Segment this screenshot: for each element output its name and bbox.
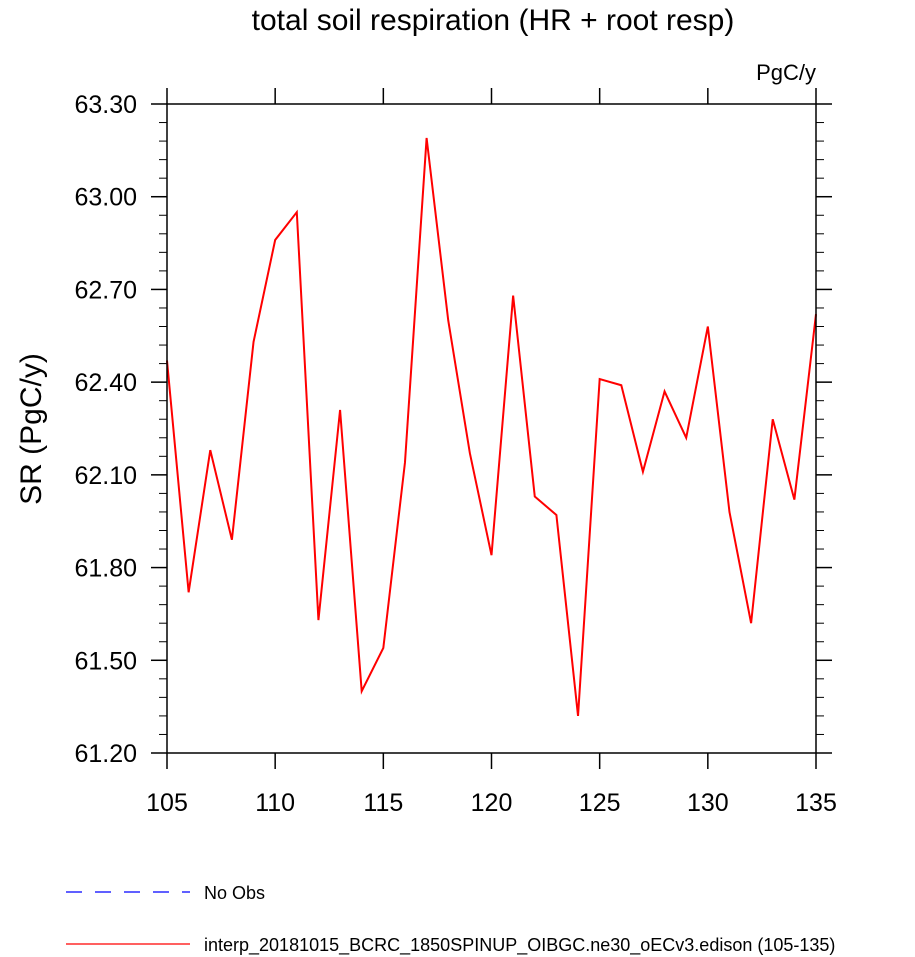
legend-label-0: No Obs [204,883,265,903]
legend: No Obs interp_20181015_BCRC_1850SPINUP_OI… [66,883,835,956]
x-tick-label: 130 [687,789,729,817]
chart-title: total soil respiration (HR + root resp) [252,4,735,37]
x-tick-label: 125 [579,789,621,817]
y-tick-label: 61.80 [74,555,137,583]
series-line-1 [166,137,817,717]
y-tick-label: 62.70 [74,276,137,304]
x-tick-label: 135 [795,789,837,817]
y-axis-label: SR (PgC/y) [15,353,48,505]
x-tick-label: 115 [363,789,403,817]
x-tick-label: 120 [471,789,513,817]
axis-ticks: 61.20 61.50 61.80 62.10 62.40 62.70 63.00 63.30… [74,88,837,817]
legend-label-1: interp_20181015_BCRC_1850SPINUP_OIBGC.ne… [204,935,835,956]
x-tick-label: 105 [146,789,188,817]
y-tick-label: 61.20 [74,740,137,768]
series-layer [166,137,817,717]
plot-frame [166,103,817,754]
y-tick-label: 62.10 [74,462,137,490]
y-tick-label: 62.40 [74,369,137,397]
y-tick-label: 63.30 [74,91,137,119]
y-tick-label: 63.00 [74,184,137,212]
y-tick-label: 61.50 [74,647,137,675]
units-label: PgC/y [756,60,816,85]
x-tick-label: 110 [255,789,295,817]
